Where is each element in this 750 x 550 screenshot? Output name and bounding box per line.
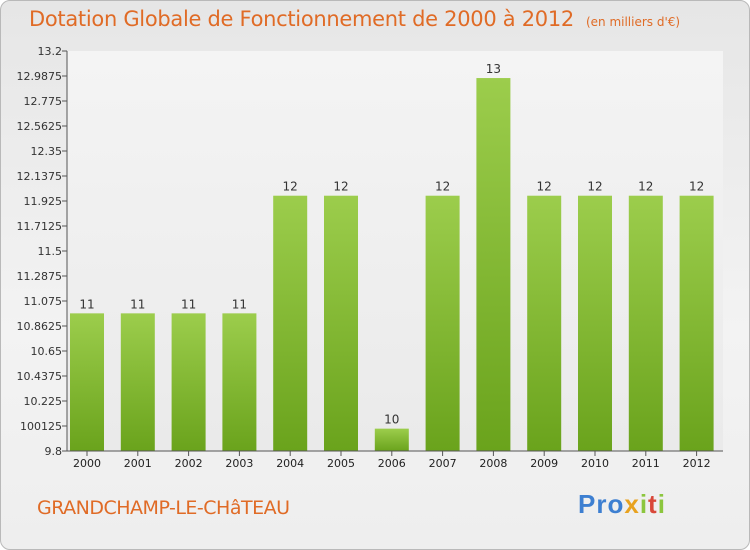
bar-value-label: 12 <box>333 180 348 194</box>
y-tick-label: 12.5625 <box>17 120 63 133</box>
bar <box>70 313 104 451</box>
y-tick-label: 11.7125 <box>17 220 63 233</box>
x-tick-label: 2009 <box>530 457 558 470</box>
plot-area <box>67 51 723 451</box>
chart-title: Dotation Globale de Fonctionnement de 20… <box>29 7 680 31</box>
bar <box>527 195 562 451</box>
chart-unit-note: (en milliers d'€) <box>585 15 681 29</box>
y-tick-label: 11.2875 <box>17 270 63 283</box>
y-tick-label: 12.35 <box>31 145 63 158</box>
bar-value-label: 12 <box>587 180 602 194</box>
bar <box>171 313 206 451</box>
y-tick-label: 13.2 <box>38 45 63 58</box>
y-tick-label: 10.225 <box>24 395 63 408</box>
bar <box>425 195 460 451</box>
x-tick-label: 2002 <box>175 457 203 470</box>
bar <box>120 313 155 451</box>
bar <box>273 195 308 451</box>
x-tick-label: 2010 <box>581 457 609 470</box>
y-tick-label: 11.925 <box>24 195 63 208</box>
x-tick-label: 2011 <box>632 457 660 470</box>
x-tick-label: 2000 <box>73 457 101 470</box>
brand-part: x <box>624 489 640 519</box>
x-tick-label: 2005 <box>327 457 355 470</box>
bar-value-label: 11 <box>130 297 145 311</box>
y-tick-label: 10.8625 <box>17 320 63 333</box>
bar <box>324 195 358 451</box>
bars: 11 11 11 11 12 12 10 12 13 12 12 12 12 <box>70 62 714 451</box>
y-axis: 9.8 100125 10.225 10.4375 10.65 10.8625 11.075… <box>17 45 68 458</box>
x-tick-label: 2008 <box>479 457 507 470</box>
y-tick-label: 100125 <box>20 420 62 433</box>
commune-name: GRANDCHAMP-LE-CHâTEAU <box>37 497 290 519</box>
bar <box>578 195 612 451</box>
y-tick-label: 12.775 <box>24 95 63 108</box>
y-tick-label: 11.5 <box>38 245 63 258</box>
chart-title-text: Dotation Globale de Fonctionnement de 20… <box>29 7 574 31</box>
y-tick-label: 10.4375 <box>17 370 63 383</box>
bar-value-label: 11 <box>79 297 94 311</box>
bar-value-label: 12 <box>283 180 298 194</box>
y-tick-label: 12.1375 <box>17 170 63 183</box>
bar-value-label: 12 <box>537 180 552 194</box>
y-tick-label: 11.075 <box>24 295 63 308</box>
y-tick-label: 12.9875 <box>17 70 63 83</box>
bar-value-label: 10 <box>384 413 399 427</box>
brand-part: t <box>648 489 658 519</box>
x-tick-label: 2001 <box>124 457 152 470</box>
bar <box>222 313 257 451</box>
x-tick-label: 2006 <box>378 457 406 470</box>
brand-part: i <box>657 489 666 519</box>
bar <box>374 428 409 451</box>
x-tick-label: 2007 <box>429 457 457 470</box>
x-tick-label: 2012 <box>683 457 711 470</box>
bar-value-label: 11 <box>232 297 247 311</box>
x-tick-label: 2004 <box>276 457 304 470</box>
bar <box>628 195 663 451</box>
bar-value-label: 13 <box>486 62 501 76</box>
bar <box>476 78 511 451</box>
proxiti-logo[interactable]: Proxiti <box>578 489 666 520</box>
bar <box>679 195 714 451</box>
x-axis: 2000 2001 2002 2003 2004 2005 2006 2007 2008 2009… <box>67 450 723 470</box>
bar-value-label: 11 <box>181 297 196 311</box>
bar-value-label: 12 <box>689 180 704 194</box>
brand-part: Pro <box>578 489 625 519</box>
y-tick-label: 10.65 <box>31 345 63 358</box>
brand-part: i <box>639 489 649 519</box>
bar-value-label: 12 <box>638 180 653 194</box>
x-tick-label: 2003 <box>225 457 253 470</box>
y-tick-label: 9.8 <box>45 445 63 458</box>
bar-value-label: 12 <box>435 180 450 194</box>
